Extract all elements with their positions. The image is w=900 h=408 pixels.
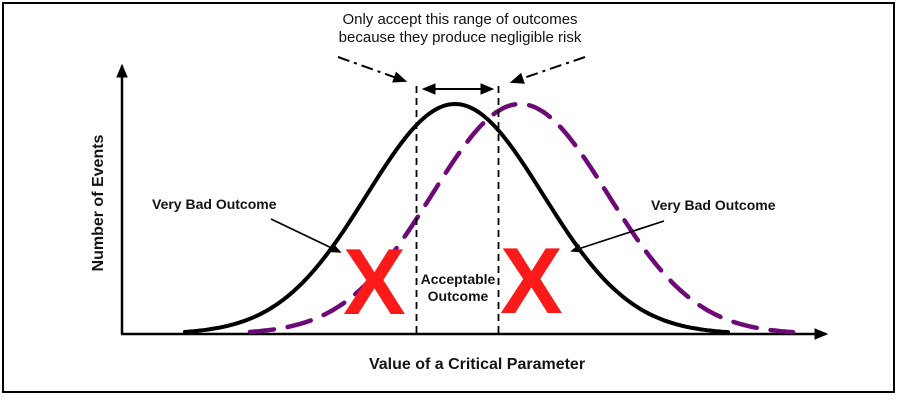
acceptable-outcome-line-1: Acceptable: [420, 271, 496, 287]
solid-bell-curve: [183, 101, 730, 335]
acceptable-outcome-label: Acceptable Outcome: [411, 271, 505, 305]
rejected-x-mark-right: X: [500, 228, 563, 333]
very-bad-outcome-label-right: Very Bad Outcome: [651, 197, 776, 213]
outer-border-frame: [2, 2, 895, 393]
dashed-bell-curve: [247, 101, 796, 335]
annotation-leader-right: [509, 56, 586, 84]
x-axis-label: Value of a Critical Parameter: [368, 356, 586, 373]
annotation-line-2: because they produce negligible risk: [338, 29, 582, 46]
rejected-x-mark-left: X: [343, 229, 406, 334]
very-bad-right-arrow-icon: [570, 220, 665, 253]
annotation-text: Only accept this range of outcomes becau…: [310, 11, 610, 47]
very-bad-left-arrow-icon: [270, 218, 342, 253]
y-axis-label: Number of Events: [90, 134, 107, 272]
very-bad-outcome-label-left: Very Bad Outcome: [152, 196, 277, 212]
annotation-leader-left: [337, 56, 408, 83]
annotation-line-1: Only accept this range of outcomes: [342, 11, 578, 28]
acceptable-outcome-line-2: Outcome: [427, 288, 489, 304]
